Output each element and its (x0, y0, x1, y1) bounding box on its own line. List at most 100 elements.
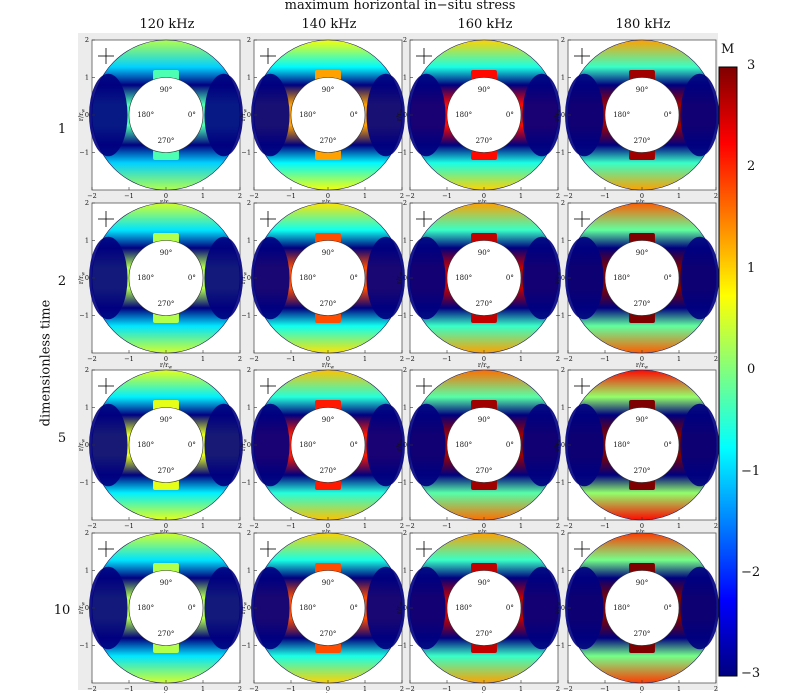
angle-label-90: 90° (322, 579, 334, 587)
borehole (446, 570, 522, 646)
angle-label-90: 90° (478, 86, 490, 94)
angle-label-270: 270° (158, 630, 175, 638)
stress-lobe-left (89, 403, 128, 487)
x-axis-label: r/rw (478, 361, 490, 371)
y-tick-label: −1 (241, 312, 251, 320)
y-axis-label: r/rw (553, 109, 563, 121)
y-tick-label: −1 (79, 479, 89, 487)
angle-label-0: 0° (188, 441, 196, 449)
x-tick-label: 0 (326, 192, 330, 200)
x-tick-label: 0 (326, 685, 330, 693)
stress-lobe-left (565, 403, 604, 487)
y-tick-label: −1 (555, 479, 565, 487)
stress-direction-arrows (260, 541, 276, 557)
borehole (290, 570, 366, 646)
y-tick-label: 2 (85, 529, 89, 537)
angle-label-0: 0° (664, 111, 672, 119)
stress-lobe-right (522, 236, 561, 320)
y-tick-label: 0 (85, 441, 89, 449)
y-tick-label: 1 (561, 567, 565, 575)
y-tick-label: −1 (79, 642, 89, 650)
x-tick-label: −1 (124, 192, 134, 200)
angle-label-90: 90° (478, 416, 490, 424)
y-tick-label: 1 (561, 74, 565, 82)
x-tick-label: 0 (640, 192, 644, 200)
angle-label-180: 180° (137, 274, 154, 282)
y-axis-label-subscript: w (82, 439, 87, 443)
y-tick-label: 0 (403, 274, 407, 282)
x-tick-label: 0 (326, 522, 330, 530)
stress-lobe-left (407, 236, 446, 320)
x-tick-label: 2 (400, 192, 404, 200)
x-axis-label-subscript: w (644, 366, 648, 371)
x-tick-label: 1 (363, 355, 367, 363)
x-axis-label-subscript: w (168, 366, 172, 371)
y-axis-label: r/rw (395, 109, 405, 121)
y-tick-label: −1 (397, 479, 407, 487)
y-axis-label-subscript: w (400, 272, 405, 276)
y-axis-label: r/rw (77, 439, 87, 451)
row-header-2: 2 (57, 274, 67, 289)
x-tick-label: −2 (405, 192, 415, 200)
y-tick-label: 1 (403, 404, 407, 412)
x-tick-label: 1 (201, 522, 205, 530)
angle-label-180: 180° (299, 274, 316, 282)
y-tick-label: 0 (403, 441, 407, 449)
stress-lobe-left (407, 73, 446, 157)
y-tick-label: 2 (403, 529, 407, 537)
x-tick-label: −1 (442, 355, 452, 363)
x-tick-label: −1 (442, 685, 452, 693)
borehole (446, 407, 522, 483)
angle-label-180: 180° (299, 111, 316, 119)
borehole (290, 77, 366, 153)
x-tick-label: −2 (563, 685, 573, 693)
angle-label-270: 270° (634, 137, 651, 145)
angle-label-0: 0° (506, 441, 514, 449)
y-axis-label: r/rw (553, 439, 563, 451)
stress-direction-arrows (260, 211, 276, 227)
borehole (128, 570, 204, 646)
x-tick-label: 2 (714, 522, 718, 530)
borehole (290, 240, 366, 316)
stress-lobe-right (204, 73, 243, 157)
x-tick-label: −2 (87, 685, 97, 693)
colorbar-tick-label: 0 (747, 362, 756, 377)
angle-label-180: 180° (137, 604, 154, 612)
stress-lobe-right (366, 73, 405, 157)
y-tick-label: 0 (403, 604, 407, 612)
y-axis-label: r/rw (77, 109, 87, 121)
angle-label-90: 90° (636, 416, 648, 424)
stress-lobe-left (89, 566, 128, 650)
stress-lobe-right (204, 566, 243, 650)
y-tick-label: 0 (247, 274, 251, 282)
y-tick-label: 0 (85, 604, 89, 612)
x-tick-label: 2 (556, 685, 560, 693)
angle-label-90: 90° (478, 249, 490, 257)
y-tick-label: −1 (397, 642, 407, 650)
stress-lobe-left (89, 73, 128, 157)
stress-lobe-right (204, 236, 243, 320)
angle-label-90: 90° (322, 86, 334, 94)
angle-label-180: 180° (613, 111, 630, 119)
y-tick-label: 0 (85, 111, 89, 119)
colorbar-tick-label: −2 (741, 565, 761, 580)
column-header-1: 120 kHz (139, 17, 195, 32)
borehole (446, 240, 522, 316)
x-tick-label: 1 (201, 192, 205, 200)
stress-lobe-left (565, 236, 604, 320)
y-axis-label-subscript: w (400, 439, 405, 443)
y-tick-label: 2 (247, 36, 251, 44)
angle-label-270: 270° (476, 137, 493, 145)
y-axis-label-subscript: w (244, 272, 249, 276)
y-tick-label: 1 (247, 74, 251, 82)
angle-label-180: 180° (299, 441, 316, 449)
row-header-3: 5 (57, 431, 67, 446)
y-axis-label-subscript: w (400, 602, 405, 606)
x-tick-label: 2 (400, 522, 404, 530)
angle-label-270: 270° (158, 137, 175, 145)
